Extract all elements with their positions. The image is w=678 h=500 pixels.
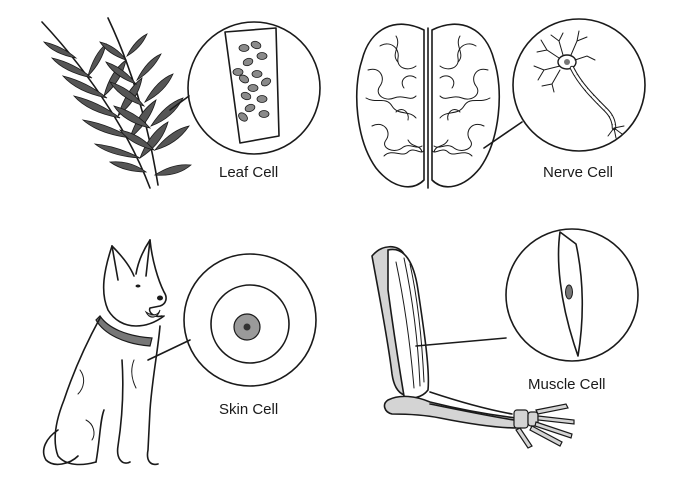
muscle-fiber-cell bbox=[557, 231, 584, 357]
rosemary-sprig-icon bbox=[41, 17, 192, 189]
skin-cell-membrane bbox=[210, 284, 290, 364]
muscle-pointer-line bbox=[415, 337, 507, 347]
skin-pointer-line bbox=[147, 339, 191, 361]
leaf-cell-wall bbox=[224, 27, 280, 144]
nerve-cell-magnifier bbox=[512, 18, 646, 152]
nerve-pointer-line bbox=[483, 121, 523, 149]
neuron-icon bbox=[533, 30, 625, 139]
dog-icon bbox=[42, 239, 167, 466]
skin-cell-magnifier bbox=[183, 253, 317, 387]
leaf-pointer-line bbox=[169, 95, 190, 111]
chloroplast-group bbox=[232, 40, 272, 122]
skin-cell-label: Skin Cell bbox=[219, 401, 279, 418]
brain-icon bbox=[355, 23, 501, 189]
muscle-cell-label: Muscle Cell bbox=[528, 376, 606, 393]
arm-icon bbox=[371, 245, 575, 449]
muscle-cell-nucleus bbox=[565, 284, 573, 300]
leaf-cell-label: Leaf Cell bbox=[219, 164, 279, 181]
nerve-cell-label: Nerve Cell bbox=[543, 164, 614, 181]
leaf-cell-magnifier bbox=[187, 21, 321, 155]
muscle-cell-magnifier bbox=[505, 228, 639, 362]
